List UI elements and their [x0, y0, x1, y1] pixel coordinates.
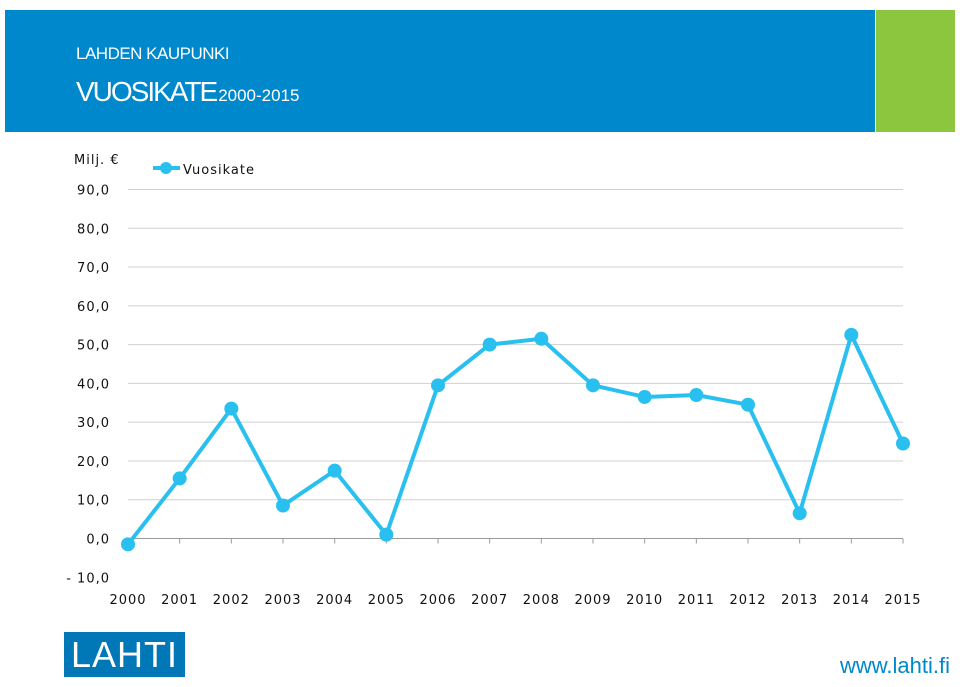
data-point: [172, 471, 187, 486]
y-tick-label: 0,0: [86, 533, 110, 548]
data-point: [482, 337, 497, 352]
y-tick-label: 80,0: [77, 222, 110, 237]
series-vuosikate: [121, 327, 910, 552]
data-point: [327, 463, 342, 478]
data-point: [431, 378, 445, 393]
data-point: [741, 397, 755, 412]
legend-label: Vuosikate: [183, 163, 255, 178]
y-tick-label: 70,0: [77, 261, 110, 276]
title-years: 2000-2015: [218, 86, 300, 105]
lahti-logo: LAHTI: [64, 632, 185, 677]
y-axis-tick-labels: 90,0 80,0 70,0 60,0 50,0 40,0 30,0 20,0 10,0 0,0 -…: [66, 183, 110, 586]
x-tick-label: 2003: [264, 593, 301, 608]
data-point: [896, 436, 910, 451]
header-accent-bar: [876, 10, 955, 132]
x-tick-label: 2009: [574, 593, 611, 608]
data-point: [792, 506, 807, 521]
data-point: [224, 401, 239, 416]
y-tick-label: 50,0: [77, 339, 110, 354]
data-point: [586, 378, 600, 393]
x-tick-label: 2010: [626, 593, 663, 608]
x-tick-label: 2008: [523, 593, 560, 608]
x-axis-tick-labels: 2000 2001 2002 2003 2004 2005 2006 2007 2008 2009…: [109, 593, 921, 608]
logo-text: LAHTI: [70, 634, 179, 675]
data-point: [844, 327, 859, 342]
x-tick-label: 2005: [368, 593, 405, 608]
y-tick-label: 30,0: [77, 416, 110, 431]
data-point: [637, 389, 652, 404]
x-tick-label: 2013: [781, 593, 818, 608]
legend-marker-icon: [160, 162, 172, 174]
x-tick-label: 2011: [678, 593, 715, 608]
y-tick-label: - 10,0: [66, 571, 110, 586]
x-tick-label: 2007: [471, 593, 508, 608]
y-tick-label: 40,0: [77, 377, 110, 392]
page-title: VUOSIKATE 2000-2015: [76, 76, 300, 108]
header-banner: [5, 10, 875, 132]
x-tick-label: 2002: [213, 593, 250, 608]
line-chart: 90,0 80,0 70,0 60,0 50,0 40,0 30,0 20,0 10,0 0,0 -…: [66, 153, 921, 608]
x-tick-label: 2012: [729, 593, 766, 608]
chart-legend: Vuosikate: [153, 162, 255, 178]
organization-name: LAHDEN KAUPUNKI: [76, 44, 230, 63]
x-tick-label: 2014: [833, 593, 870, 608]
title-main: VUOSIKATE: [76, 76, 218, 107]
y-tick-label: 20,0: [77, 455, 110, 470]
data-point: [379, 527, 394, 542]
x-tick-label: 2015: [884, 593, 921, 608]
data-point: [276, 498, 290, 513]
data-point: [689, 388, 704, 403]
website-url: www.lahti.fi: [839, 653, 950, 678]
x-tick-label: 2006: [419, 593, 456, 608]
y-tick-label: 60,0: [77, 300, 110, 315]
y-tick-label: 10,0: [77, 494, 110, 509]
x-axis-tick-marks: [127, 538, 904, 544]
x-tick-label: 2001: [161, 593, 198, 608]
x-tick-label: 2000: [109, 593, 146, 608]
y-tick-label: 90,0: [77, 183, 110, 198]
x-tick-label: 2004: [316, 593, 353, 608]
y-axis-label: Milj. €: [74, 153, 120, 168]
data-point: [534, 331, 549, 346]
chart-gridlines: [128, 188, 903, 539]
series-line: [126, 332, 905, 546]
data-point: [121, 537, 135, 552]
